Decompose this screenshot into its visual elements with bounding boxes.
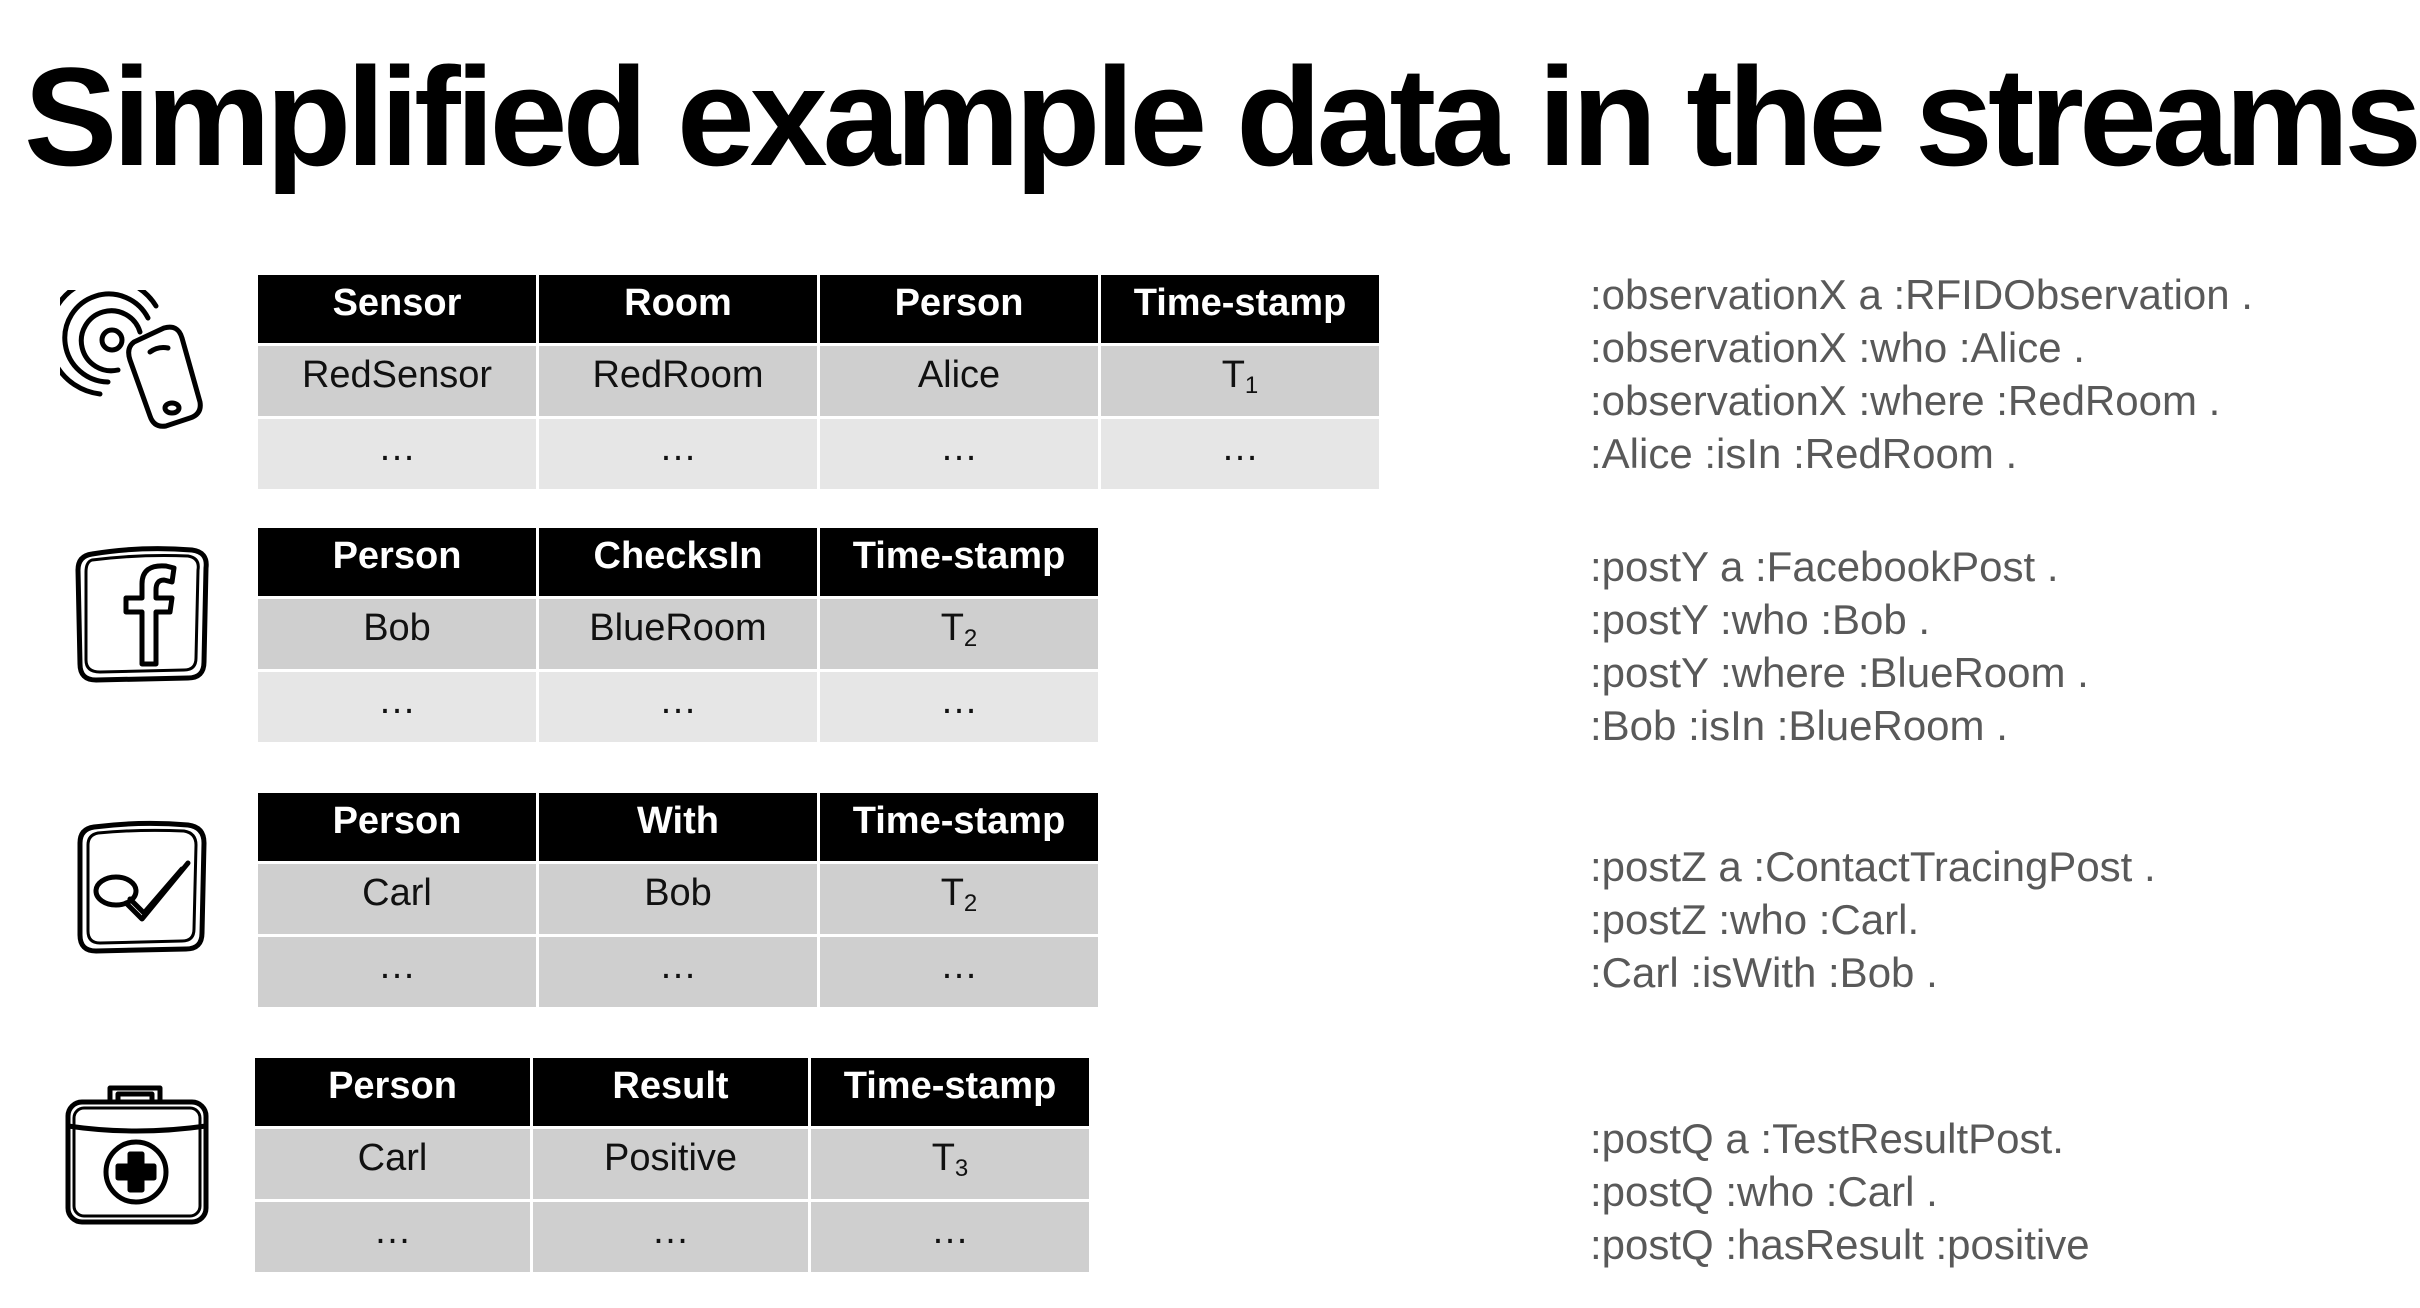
medical-kit-icon (65, 1085, 209, 1225)
column-header: Time-stamp (820, 528, 1098, 596)
table-cell: … (811, 1202, 1089, 1272)
rdf-line: :postZ a :ContactTracingPost . (1590, 843, 2156, 890)
table-cell: Alice (820, 346, 1098, 416)
table-cell: … (255, 1202, 530, 1272)
table-cell: … (539, 937, 817, 1007)
column-header: Person (258, 528, 536, 596)
column-header: Sensor (258, 275, 536, 343)
rdf-line: :postQ :hasResult :positive (1590, 1221, 2090, 1268)
table-cell: Bob (539, 864, 817, 934)
table-cell: … (1101, 419, 1379, 489)
table-cell: Bob (258, 599, 536, 669)
table-cell: … (258, 672, 536, 742)
rdf-line: :observationX :where :RedRoom . (1590, 377, 2221, 424)
column-header: Person (255, 1058, 530, 1126)
rdf-line: :postQ a :TestResultPost. (1590, 1115, 2064, 1162)
table-cell: … (533, 1202, 808, 1272)
rfid-stream-table: Sensor Room Person Time-stamp RedSensor … (255, 272, 1382, 492)
table-cell: Carl (258, 864, 536, 934)
table-row: … … … (255, 1202, 1089, 1272)
rdf-block-test-result: :postQ a :TestResultPost. :postQ :who :C… (1590, 1112, 2090, 1271)
table-row: Carl Positive T3 (255, 1129, 1089, 1199)
table-cell: RedRoom (539, 346, 817, 416)
column-header: Person (258, 793, 536, 861)
table-row: Carl Bob T2 (258, 864, 1098, 934)
table-cell: … (820, 419, 1098, 489)
test-result-stream-table: Person Result Time-stamp Carl Positive T… (252, 1055, 1092, 1275)
rdf-line: :postQ :who :Carl . (1590, 1168, 1938, 1215)
table-cell: BlueRoom (539, 599, 817, 669)
table-cell: T3 (811, 1129, 1089, 1199)
table-cell: … (258, 419, 536, 489)
table-cell: … (258, 937, 536, 1007)
table-row: … … … (258, 937, 1098, 1007)
column-header: Time-stamp (811, 1058, 1089, 1126)
rdf-line: :observationX :who :Alice . (1590, 324, 2085, 371)
table-row: … … … … (258, 419, 1379, 489)
column-header: Result (533, 1058, 808, 1126)
table-cell: RedSensor (258, 346, 536, 416)
column-header: Person (820, 275, 1098, 343)
page-title: Simplified example data in the streams (24, 38, 2420, 195)
rdf-line: :Alice :isIn :RedRoom . (1590, 430, 2018, 477)
column-header: With (539, 793, 817, 861)
rdf-line: :postY :who :Bob . (1590, 596, 1931, 643)
facebook-stream-table: Person ChecksIn Time-stamp Bob BlueRoom … (255, 525, 1101, 745)
rdf-line: :postY a :FacebookPost . (1590, 543, 2059, 590)
table-cell: T2 (820, 864, 1098, 934)
column-header: Time-stamp (820, 793, 1098, 861)
rdf-block-facebook: :postY a :FacebookPost . :postY :who :Bo… (1590, 540, 2089, 752)
column-header: Time-stamp (1101, 275, 1379, 343)
table-cell: … (820, 672, 1098, 742)
rdf-line: :postZ :who :Carl. (1590, 896, 1920, 943)
table-row: Bob BlueRoom T2 (258, 599, 1098, 669)
rdf-block-rfid: :observationX a :RFIDObservation . :obse… (1590, 268, 2253, 480)
table-cell: T2 (820, 599, 1098, 669)
contact-tracing-stream-table: Person With Time-stamp Carl Bob T2 … … … (255, 790, 1101, 1010)
table-cell: … (539, 419, 817, 489)
facebook-icon (75, 546, 209, 683)
rdf-line: :postY :where :BlueRoom . (1590, 649, 2089, 696)
table-cell: Positive (533, 1129, 808, 1199)
rfid-sensor-icon (60, 290, 203, 429)
contact-tracing-icon (77, 820, 207, 954)
table-cell: … (820, 937, 1098, 1007)
rdf-line: :observationX a :RFIDObservation . (1590, 271, 2253, 318)
rdf-line: :Bob :isIn :BlueRoom . (1590, 702, 2008, 749)
rdf-block-contact-tracing: :postZ a :ContactTracingPost . :postZ :w… (1590, 840, 2156, 999)
column-header: ChecksIn (539, 528, 817, 596)
table-cell: Carl (255, 1129, 530, 1199)
column-header: Room (539, 275, 817, 343)
table-row: … … … (258, 672, 1098, 742)
table-cell: T1 (1101, 346, 1379, 416)
rdf-line: :Carl :isWith :Bob . (1590, 949, 1938, 996)
table-cell: … (539, 672, 817, 742)
table-row: RedSensor RedRoom Alice T1 (258, 346, 1379, 416)
